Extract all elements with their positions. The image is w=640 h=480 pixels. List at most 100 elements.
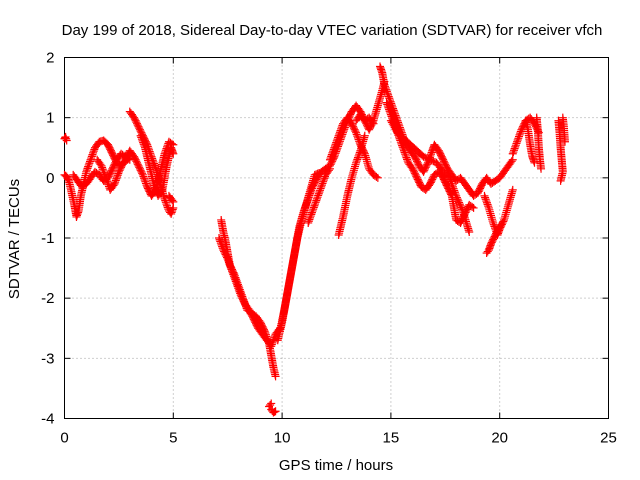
data-point-marker [151, 185, 160, 194]
x-tick-label: 15 [383, 430, 400, 447]
data-point-marker [267, 340, 276, 349]
data-point-marker [318, 179, 327, 188]
data-point-marker [214, 234, 223, 242]
data-point-marker [101, 173, 110, 182]
data-point-marker [307, 210, 316, 219]
data-point-marker [352, 130, 361, 139]
data-point-marker [267, 342, 276, 351]
data-point-marker [401, 151, 410, 160]
data-point-marker [453, 195, 462, 204]
data-point-marker [456, 201, 465, 210]
data-point-marker [84, 160, 93, 169]
x-tick-label: 5 [169, 430, 177, 447]
data-point-marker [309, 203, 318, 212]
data-point-marker [122, 156, 131, 165]
data-point-marker [385, 105, 394, 114]
data-point-marker [400, 148, 409, 157]
data-point-marker [495, 221, 504, 230]
data-point-marker [110, 179, 119, 188]
data-point-marker [319, 177, 328, 186]
data-point-marker [100, 170, 109, 179]
data-point-marker [337, 123, 346, 132]
data-point-marker [97, 161, 106, 170]
data-point-marker [369, 119, 378, 128]
data-point-marker [89, 148, 98, 157]
data-point-marker [84, 162, 93, 171]
data-point-marker [216, 239, 225, 248]
data-point-marker [139, 140, 148, 149]
data-point-marker [111, 176, 120, 185]
data-point-marker [383, 100, 392, 109]
x-tick-label: 25 [600, 430, 617, 447]
data-point-marker [101, 172, 110, 181]
data-point-marker [306, 212, 315, 221]
data-point-marker [169, 197, 178, 206]
data-point-marker [383, 102, 392, 111]
data-point-marker [455, 200, 464, 209]
data-point-marker [391, 125, 400, 134]
data-point-marker [315, 188, 324, 197]
data-point-marker [325, 155, 334, 164]
data-point-marker [448, 181, 457, 190]
data-point-marker [380, 82, 389, 91]
data-point-marker [327, 150, 336, 159]
data-point-marker [112, 174, 121, 183]
data-point-marker [334, 131, 343, 140]
data-point-marker [224, 256, 233, 265]
data-point-marker [380, 80, 389, 89]
data-point-marker [89, 147, 98, 156]
data-point-marker [353, 132, 362, 141]
data-point-marker [223, 255, 232, 264]
data-point-marker [271, 372, 280, 381]
data-point-marker [82, 166, 91, 175]
data-point-marker [450, 188, 459, 197]
data-point-marker [111, 178, 120, 187]
data-point-marker [231, 277, 240, 286]
data-point-marker [384, 92, 393, 101]
data-point-marker [137, 135, 146, 144]
data-point-marker [83, 164, 92, 173]
data-point-marker [163, 201, 172, 210]
data-point-marker [149, 179, 158, 188]
data-point-marker [387, 118, 396, 127]
y-tick-label: -2 [41, 290, 54, 307]
data-point-marker [312, 194, 321, 203]
data-point-marker [98, 165, 107, 174]
data-point-marker [469, 203, 478, 212]
data-point-marker [499, 217, 508, 226]
data-point-marker [123, 155, 132, 164]
data-point-marker [352, 158, 361, 167]
data-point-marker [304, 218, 313, 227]
data-point-marker [537, 164, 546, 173]
x-tick-label: 20 [491, 430, 508, 447]
data-point-marker [307, 208, 316, 217]
data-point-marker [384, 103, 393, 112]
data-point-marker [386, 116, 395, 125]
data-point-marker [482, 197, 491, 206]
data-point-marker [268, 338, 277, 347]
data-point-marker [228, 268, 237, 277]
data-point-marker [150, 183, 159, 192]
data-point-marker [141, 179, 150, 188]
data-point-marker [141, 177, 150, 186]
data-point-marker [85, 159, 94, 168]
data-point-marker [313, 193, 322, 202]
data-point-marker [99, 166, 108, 175]
y-tick-label: 2 [46, 50, 54, 67]
data-point-marker [102, 175, 111, 184]
data-point-marker [401, 150, 410, 159]
data-point-marker [311, 200, 320, 209]
data-point-marker [82, 167, 91, 176]
data-point-marker [311, 198, 320, 207]
data-point-marker [235, 287, 244, 296]
data-point-marker [157, 187, 166, 196]
data-point-marker [451, 190, 460, 199]
data-point-marker [227, 265, 236, 274]
data-point-marker [402, 153, 411, 162]
data-point-marker [329, 147, 338, 156]
data-point-marker [481, 193, 490, 202]
data-point-marker [231, 275, 240, 284]
data-point-marker [113, 172, 122, 181]
